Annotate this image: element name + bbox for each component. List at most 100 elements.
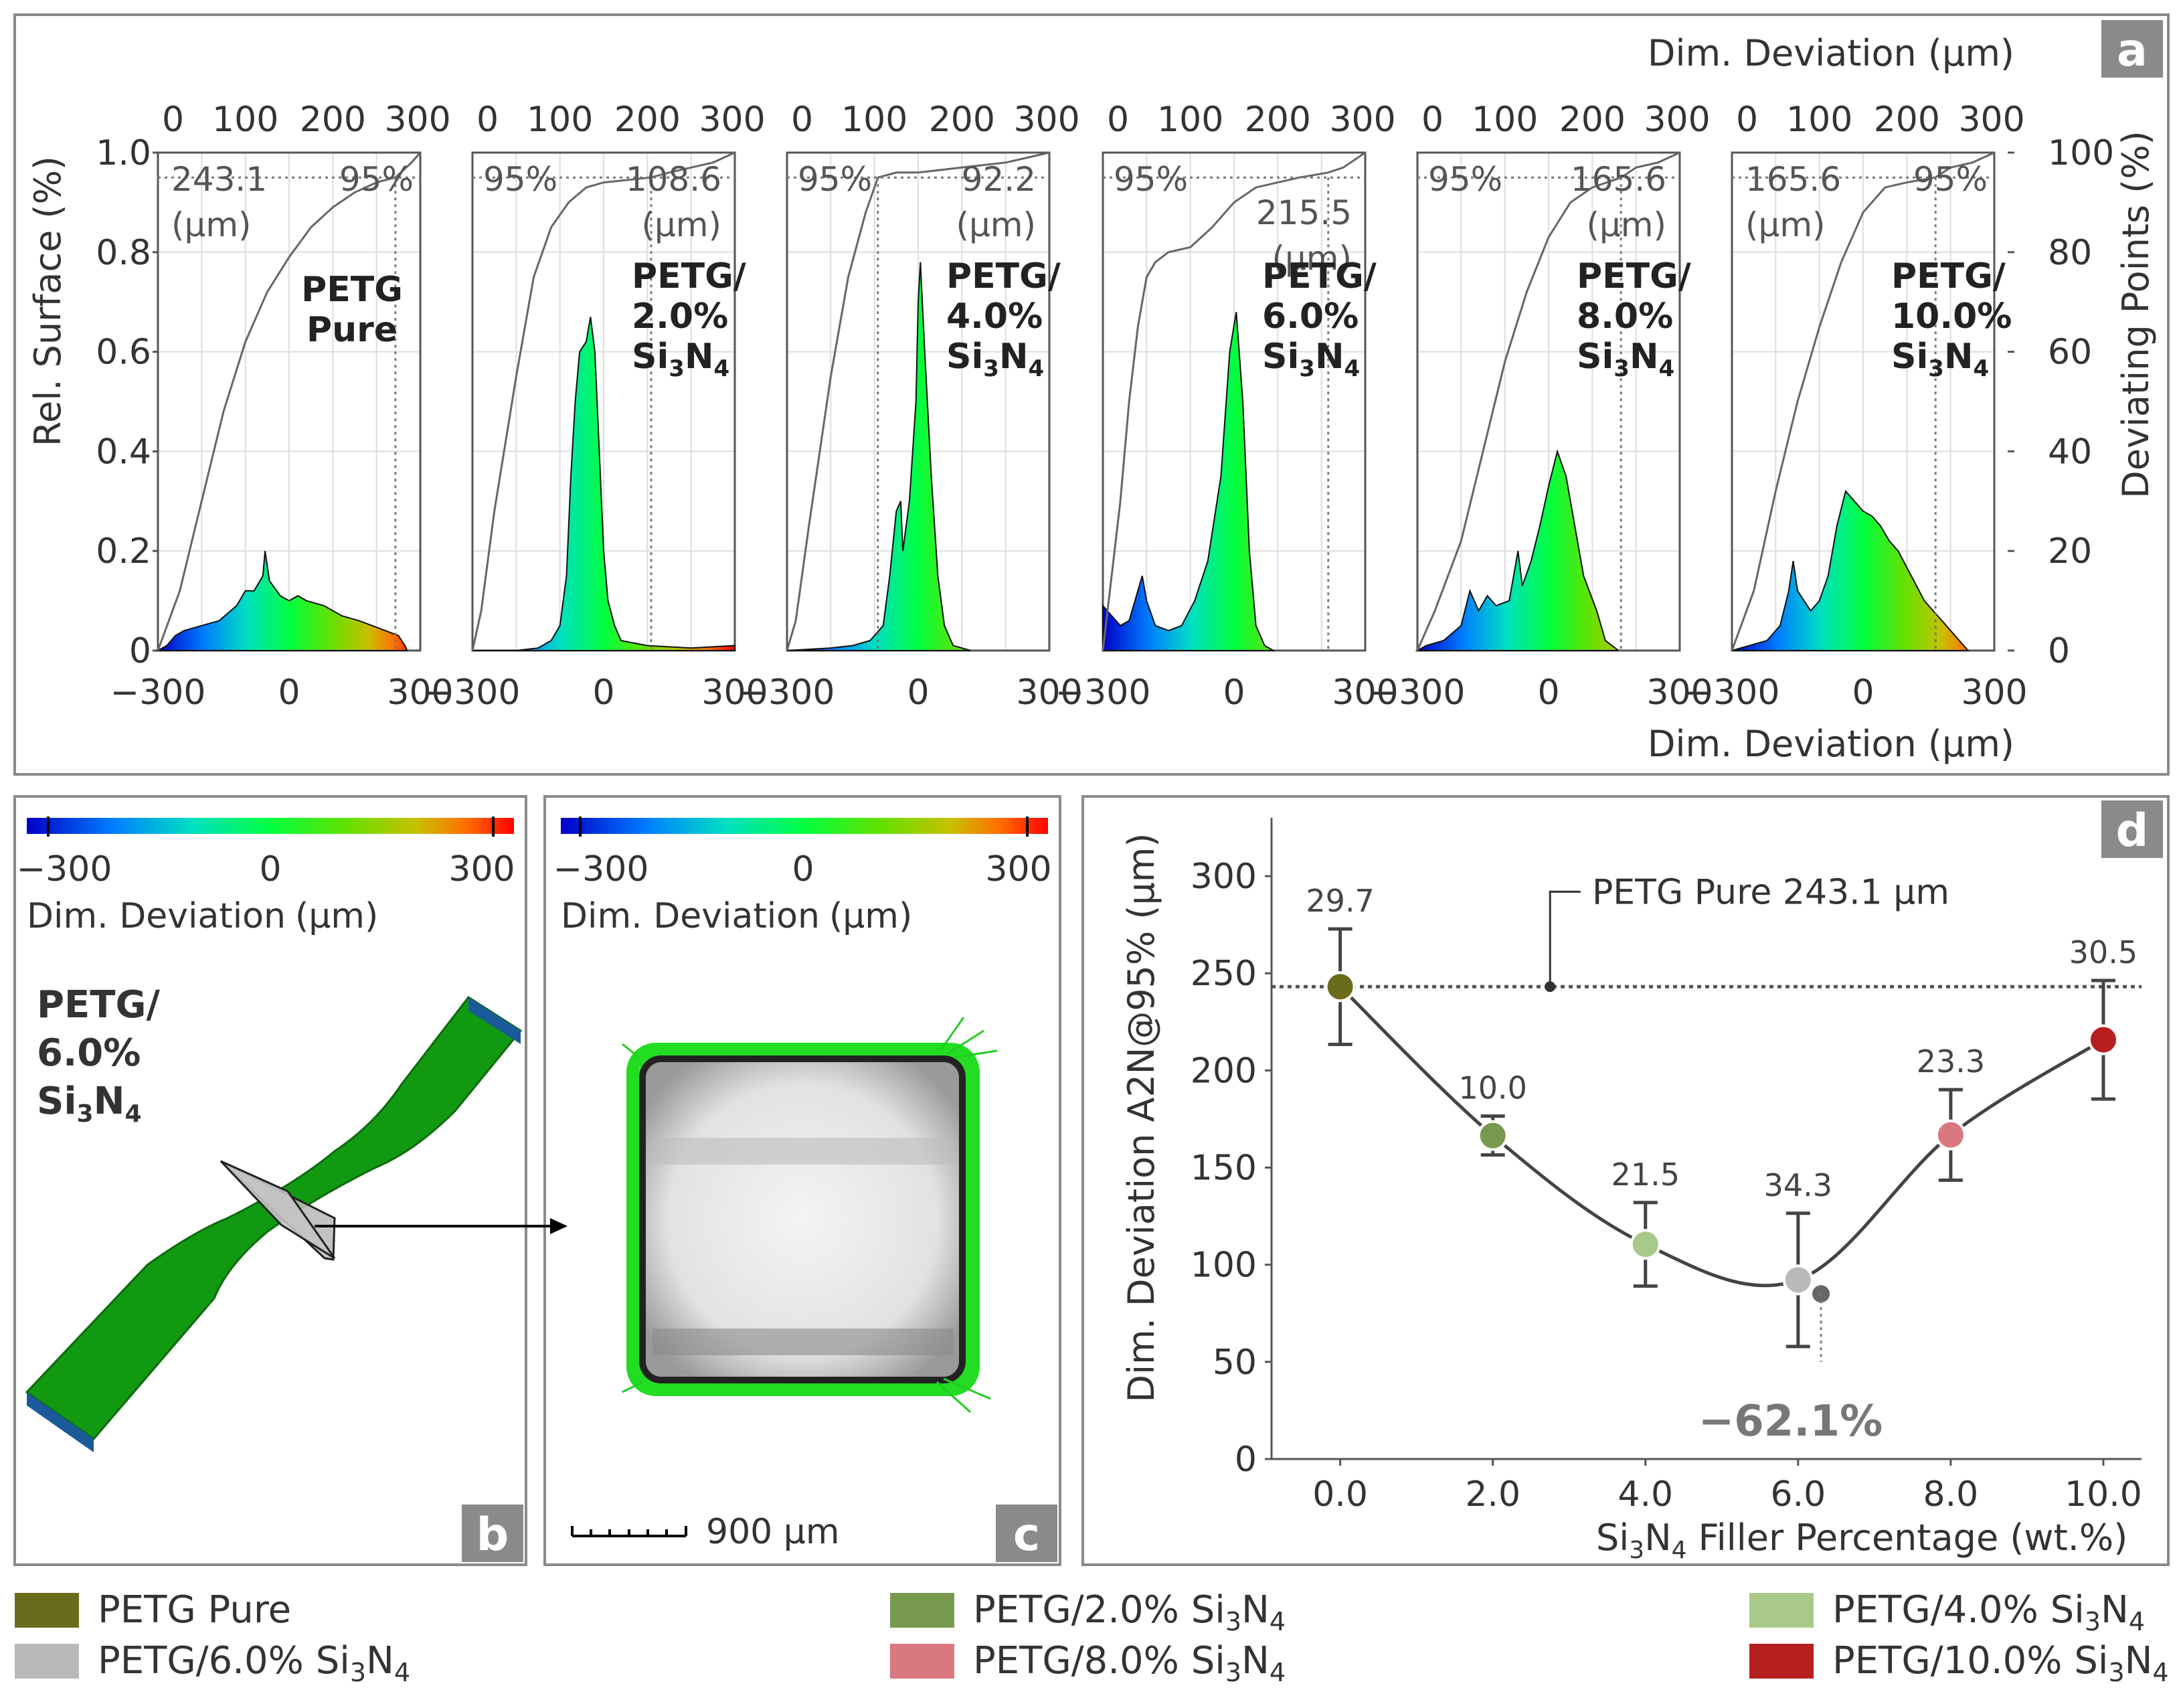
legend-label: PETG/8.0% Si3N4 xyxy=(973,1639,1286,1687)
cross-section-scan xyxy=(622,1017,998,1414)
data-point xyxy=(1935,1119,1966,1150)
reference-leader xyxy=(1549,890,1581,987)
left-tick-label: 0.4 xyxy=(96,432,151,472)
legend-swatch xyxy=(15,1593,79,1628)
pct95-label: 95% xyxy=(1913,160,1988,199)
legend: PETG Pure PETG/2.0% Si3N4 PETG/4.0% Si3N4P… xyxy=(15,1588,2169,1687)
error-label: 30.5 xyxy=(2069,934,2138,970)
legend-swatch xyxy=(1749,1593,1814,1628)
d-x-tick-label: 0.0 xyxy=(1312,1474,1368,1515)
left-tick-label: 0.6 xyxy=(96,333,151,373)
pct95-label: 95% xyxy=(339,160,414,199)
specimen-name: PETG/10.0% Si3N4 xyxy=(1891,256,2012,382)
chem-sub: 4 xyxy=(1028,355,1044,382)
d-x-tick-label: 6.0 xyxy=(1770,1474,1826,1515)
trend-curve xyxy=(1338,985,2105,1288)
bottom-tick-label: −300 xyxy=(110,673,206,713)
top-tick-label: 300 xyxy=(699,100,765,140)
specimen-name: PETG/6.0% Si3N4 xyxy=(1262,256,1377,382)
left-tick-label: 0.2 xyxy=(96,531,151,572)
top-tick-label: 200 xyxy=(929,100,995,140)
right-axis-label: Deviating Points (%) xyxy=(2115,131,2157,499)
specimen-name-line: Pure xyxy=(307,310,398,350)
right-axis-ticks: 0 20 40 60 80 100 xyxy=(2008,133,2114,671)
chem-n: N xyxy=(1241,1639,1270,1683)
panel-d: Dim. Deviation A2N@95% (μm) Si3N4 Filler… xyxy=(1120,818,2142,1564)
chem-sub: 4 xyxy=(394,1658,410,1687)
chem-n: N xyxy=(1630,337,1659,377)
panel-d-badge: d xyxy=(2101,800,2163,858)
panel-c-badge: c xyxy=(996,1505,1057,1562)
d-x-tick-label: 8.0 xyxy=(1923,1474,1979,1515)
right-tick-label: 40 xyxy=(2048,432,2092,472)
colorbar-b-tick-max: 300 xyxy=(448,849,515,889)
chem-sub: 4 xyxy=(1270,1658,1286,1687)
cumulative-curve xyxy=(786,151,1050,651)
d-y-tick-label: 150 xyxy=(1191,1148,1257,1189)
specimen-name: PETG/8.0% Si3N4 xyxy=(1577,256,1691,382)
colorbar-b xyxy=(27,818,514,834)
specimen-label: PETG/ 6.0% Si3N4 xyxy=(37,983,173,1128)
chem-n: N xyxy=(999,337,1029,377)
legend-swatch xyxy=(890,1593,954,1628)
top-tick-label: 300 xyxy=(1644,100,1710,140)
chem-si: Si xyxy=(2051,1588,2085,1632)
histogram-area xyxy=(786,262,971,651)
chem-sub: 4 xyxy=(713,355,729,382)
specimen-name: PETG/2.0% Si3N4 xyxy=(632,256,746,382)
data-point xyxy=(1782,1264,1814,1296)
legend-label: PETG/10.0% Si3N4 xyxy=(1832,1639,2169,1687)
a2n95-value: 165.6 xyxy=(1745,160,1841,199)
right-tick-label: 20 xyxy=(2048,531,2092,572)
histogram-area xyxy=(1731,489,1970,651)
specimen-name: PETG/4.0% Si3N4 xyxy=(946,256,1061,382)
error-label: 10.0 xyxy=(1458,1070,1526,1106)
a2n95-unit: (μm) xyxy=(1745,205,1826,244)
chem-n: N xyxy=(2101,1588,2129,1632)
legend-swatch xyxy=(1749,1644,1814,1679)
specimen-name-line: 6.0% xyxy=(1262,296,1359,337)
specimen-name-line: Si3N4 xyxy=(1262,337,1360,382)
pct95-label: 95% xyxy=(798,160,872,199)
chem-sub: 4 xyxy=(1270,1607,1286,1636)
top-tick-label: 100 xyxy=(841,100,907,140)
bottom-axis-label: Dim. Deviation (μm) xyxy=(1648,723,2014,765)
top-tick-label: 0 xyxy=(791,100,813,140)
d-axes: 0 50 100 150 200 250 300 0.0 2.0 4.0 6.0 8.0 10.0 xyxy=(1191,818,2142,1515)
chem-sub: 4 xyxy=(1973,355,1989,382)
bottom-tick-label: −300 xyxy=(1370,673,1466,713)
a2n95-unit: (μm) xyxy=(171,205,252,244)
panel-a-letter: a xyxy=(2117,24,2148,77)
d-y-tick-label: 50 xyxy=(1213,1343,1257,1383)
top-tick-label: 100 xyxy=(1157,100,1223,140)
bottom-tick-label: 0 xyxy=(1537,673,1559,713)
left-tick-label: 1.0 xyxy=(96,133,151,173)
hist-panel: 95% 165.6 (μm) PETG/8.0% Si3N4 0 100 200 300 −300… xyxy=(1370,100,1713,713)
a2n95-unit: (μm) xyxy=(1586,205,1666,244)
d-x-tick-label: 2.0 xyxy=(1465,1474,1520,1515)
colorbar-b-label: Dim. Deviation (μm) xyxy=(27,896,378,936)
specimen-name-line: PETG/ xyxy=(1577,256,1691,296)
chem-sub: 3 xyxy=(1225,1607,1241,1636)
cumulative-curve xyxy=(1416,151,1680,651)
bottom-tick-label: 0 xyxy=(592,673,614,713)
legend-label: PETG Pure xyxy=(98,1588,291,1632)
panel-b-letter: b xyxy=(476,1509,509,1561)
chem-sub: 4 xyxy=(2129,1607,2145,1636)
colorbar-c-tick-min: −300 xyxy=(553,849,649,889)
a2n95-value: 215.5 xyxy=(1256,193,1352,232)
chem-sub: 4 xyxy=(1658,355,1674,382)
panel-c: −300 0 300 Dim. Deviation (μm) xyxy=(553,817,1052,1552)
bottom-tick-label: 0 xyxy=(1852,673,1874,713)
colorbar-c xyxy=(561,818,1048,834)
right-tick-label: 100 xyxy=(2048,133,2114,173)
top-tick-label: 300 xyxy=(384,100,450,140)
chem-si: Si xyxy=(316,1639,350,1683)
colorbar-b-tick-zero: 0 xyxy=(259,849,281,889)
text-part: PETG Pure xyxy=(98,1588,291,1632)
a2n95-value: 108.6 xyxy=(626,160,721,199)
d-y-axis-label: Dim. Deviation A2N@95% (μm) xyxy=(1120,833,1162,1403)
top-tick-label: 200 xyxy=(1245,100,1311,140)
error-label: 29.7 xyxy=(1306,883,1374,919)
